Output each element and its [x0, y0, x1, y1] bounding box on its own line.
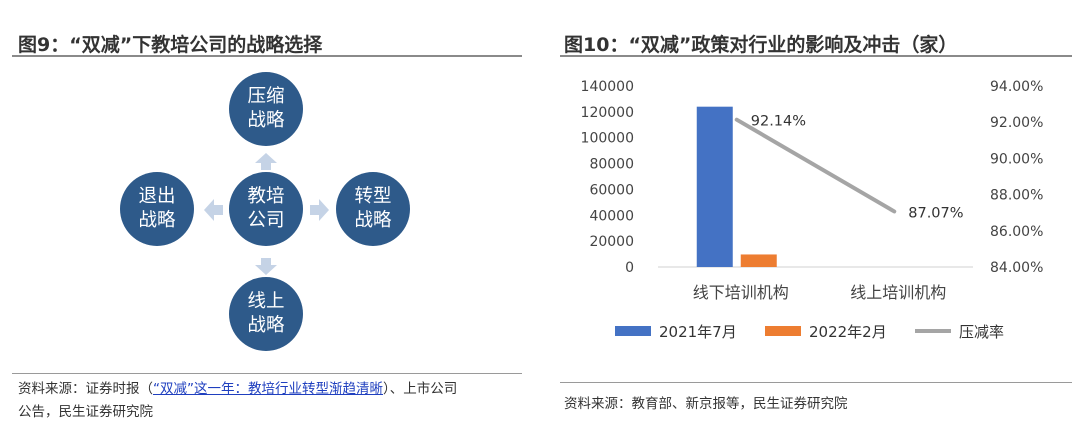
node-online-strategy: 线上战略: [229, 277, 303, 351]
node-exit-label: 退出战略: [138, 186, 176, 231]
y-left-tick-label: 40000: [589, 208, 634, 224]
arrow-right-icon: [310, 199, 329, 221]
figure-9-panel: 图9：“双减”下教培公司的战略选择 压缩战略 教培公司 退出战略 转型战略 线上…: [0, 0, 530, 440]
y-left-tick-label: 80000: [589, 157, 634, 173]
legend-swatch-2021年7月: [615, 326, 651, 336]
y-left-tick-label: 140000: [581, 79, 634, 95]
node-compress-strategy: 压缩战略: [229, 72, 303, 146]
source-line-2: 公告，民生证券研究院: [18, 404, 153, 420]
source-prefix: 资料来源：证券时报（: [18, 381, 153, 397]
source-article-link[interactable]: “双减”这一年：教培行业转型渐趋清晰: [153, 381, 383, 397]
node-transform-strategy: 转型战略: [336, 172, 410, 246]
node-center-label: 教培公司: [247, 186, 285, 231]
y-left-tick-label: 100000: [581, 131, 634, 147]
title-divider: [560, 55, 1072, 57]
title-divider: [12, 55, 522, 57]
legend-label-2021年7月: 2021年7月: [659, 323, 737, 341]
data-label-压减率: 87.07%: [908, 205, 963, 221]
bar-2021年7月-线下培训机构: [696, 106, 733, 267]
legend-label-压减率: 压减率: [959, 323, 1004, 341]
y-left-tick-label: 0: [625, 260, 634, 276]
y-right-tick-label: 84.00%: [990, 260, 1043, 276]
figure-9-source: 资料来源：证券时报（“双减”这一年：教培行业转型渐趋清晰）、上市公司 公告，民生…: [18, 378, 528, 424]
source-divider: [560, 382, 1072, 383]
y-right-tick-label: 90.00%: [990, 151, 1043, 167]
y-right-tick-label: 88.00%: [990, 188, 1043, 204]
legend-label-2022年2月: 2022年2月: [809, 323, 887, 341]
node-exit-strategy: 退出战略: [120, 172, 194, 246]
legend-swatch-2022年2月: [765, 326, 801, 336]
y-left-tick-label: 20000: [589, 234, 634, 250]
node-online-label: 线上战略: [247, 291, 285, 336]
figure-10-source: 资料来源：教育部、新京报等，民生证券研究院: [564, 396, 848, 412]
line-series-压减率: [734, 117, 897, 214]
figure-10-title: 图10：“双减”政策对行业的影响及冲击（家）: [564, 34, 958, 56]
y-left-tick-label: 60000: [589, 182, 634, 198]
source-divider: [12, 373, 522, 374]
arrow-down-icon: [255, 258, 277, 275]
impact-chart: 020000400006000080000100000120000140000 …: [581, 79, 1044, 341]
node-transform-label: 转型战略: [354, 186, 392, 231]
x-category-label: 线上培训机构: [850, 283, 946, 302]
node-center-education-company: 教培公司: [229, 172, 303, 246]
y-right-tick-label: 92.00%: [990, 115, 1043, 131]
figure-9-title: 图9：“双减”下教培公司的战略选择: [18, 34, 323, 56]
source-suffix: ）、上市公司: [383, 381, 458, 397]
figure-10-panel: 图10：“双减”政策对行业的影响及冲击（家） 0 20000 40000 60000 8…: [548, 0, 1080, 440]
bar-2022年2月-线下培训机构: [740, 254, 777, 267]
data-label-压减率: 92.14%: [751, 114, 806, 130]
y-right-tick-label: 94.00%: [990, 79, 1043, 95]
x-category-label: 线下培训机构: [693, 283, 789, 302]
node-compress-label: 压缩战略: [247, 86, 285, 131]
arrow-left-icon: [204, 199, 223, 221]
y-left-tick-label: 120000: [581, 105, 634, 121]
arrow-up-icon: [255, 153, 277, 170]
y-right-tick-label: 86.00%: [990, 224, 1043, 240]
